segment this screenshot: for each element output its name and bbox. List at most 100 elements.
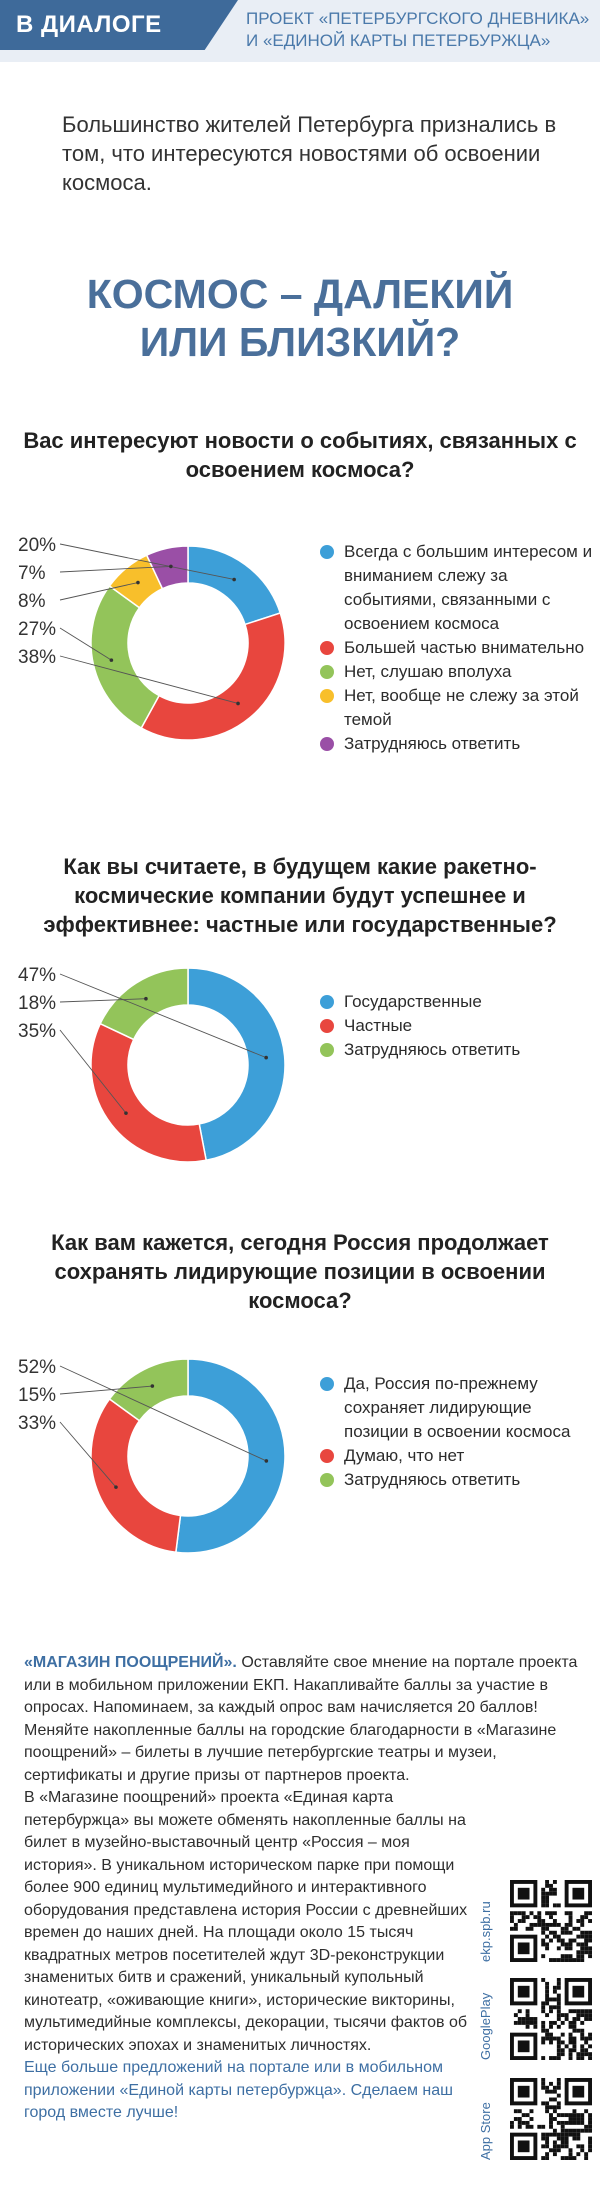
leader-dot-2 [109,658,114,662]
slice-1 [140,612,286,741]
legend-swatch-0 [320,545,334,559]
slice-0 [187,967,286,1162]
legend-3: Да, Россия по-прежнему сохраняет лидирую… [318,1372,598,1492]
legend-label-1: Думаю, что нет [344,1446,465,1465]
title-line-2: ИЛИ БЛИЗКИЙ? [139,319,461,365]
footer-text: «МАГАЗИН ПООЩРЕНИЙ». Оставляйте свое мне… [24,1652,596,2125]
qr-code-googleplay-icon[interactable] [510,1978,592,2060]
leader-line-0 [59,1365,267,1462]
legend-label-2: Затрудняюсь ответить [344,1470,521,1489]
leader-line-0 [59,973,267,1059]
leader-line-2 [59,627,112,661]
legend-label-1: Большей частью внимательно [344,638,585,657]
title-line-1: КОСМОС – ДАЛЕКИЙ [86,271,514,317]
page-title: КОСМОС – ДАЛЕКИЙ ИЛИ БЛИЗКИЙ? [0,270,600,366]
leader-line-4 [59,565,171,573]
project-line-1: ПРОЕКТ «ПЕТЕРБУРГСКОГО ДНЕВНИКА» [246,9,590,28]
slice-2 [108,1358,189,1422]
footer-p2: В «Магазине поощрений» проекта «Единая к… [24,1789,468,2054]
donut-chart-1: 20% 7% 8% 27% 38% [18,535,286,741]
percent-label-0: 47% [18,965,56,986]
leader-line-3 [59,582,139,601]
percent-label-1: 35% [18,1021,56,1042]
slice-2 [90,584,161,730]
percent-label-3: 8% [18,591,46,612]
legend-label-4: Затрудняюсь ответить [344,734,521,753]
leader-line-2 [59,998,146,1003]
leader-dot-2 [150,1384,155,1388]
badge-label: В ДИАЛОГЕ [16,11,162,38]
project-line-2: И «ЕДИНОЙ КАРТЫ ПЕТЕРБУРЖЦА» [246,31,551,50]
donut-chart-3: 52% 15% 33% [18,1357,286,1554]
percent-label-0: 52% [18,1357,56,1378]
legend-swatch-1 [320,641,334,655]
leader-dot-0 [264,1055,268,1060]
slice-2 [99,967,189,1041]
legend-swatch-2 [320,665,334,679]
legend-item-0: Всегда с большим интересом и вниманием с… [318,540,598,636]
legend-label-2: Нет, слушаю вполуха [344,662,512,681]
percent-label-2: 27% [18,619,56,640]
legend-item-0: Государственные [318,990,598,1014]
section-badge: В ДИАЛОГЕ [0,0,238,50]
legend-item-2: Затрудняюсь ответить [318,1038,598,1062]
leader-line-0 [59,543,235,580]
legend-item-4: Затрудняюсь ответить [318,732,598,756]
donut-chart-2: 47% 18% 35% [18,965,286,1163]
legend-swatch-1 [320,1449,334,1463]
legend-1: Всегда с большим интересом и вниманием с… [318,540,598,756]
leader-dot-1 [114,1485,118,1489]
footer-p3: Еще больше предложений на портале или в … [24,2059,453,2121]
percent-label-1: 38% [18,647,56,668]
leader-dot-1 [124,1111,128,1115]
percent-label-4: 7% [18,563,46,584]
legend-2: Государственные Частные Затрудняюсь ответи… [318,990,598,1062]
question-1: Вас интересуют новости о событиях, связа… [23,428,577,482]
footer-p1: Оставляйте свое мнение на портале проект… [24,1654,578,1784]
legend-label-0: Государственные [344,992,482,1011]
legend-item-2: Нет, слушаю вполуха [318,660,598,684]
slice-1 [90,1022,208,1163]
leader-dot-2 [144,996,148,1001]
leader-line-2 [59,1385,153,1395]
legend-item-1: Частные [318,1014,598,1038]
qr-label-site: ekp.spb.ru [478,1901,493,1962]
slice-0 [187,545,282,626]
qr-label-googleplay: GooglePlay [478,1992,493,2060]
slice-4 [145,545,189,590]
project-caption: ПРОЕКТ «ПЕТЕРБУРГСКОГО ДНЕВНИКА» И «ЕДИН… [246,8,596,52]
leader-dot-0 [264,1459,269,1463]
legend-label-2: Затрудняюсь ответить [344,1040,521,1059]
legend-swatch-4 [320,737,334,751]
header: В ДИАЛОГЕ ПРОЕКТ «ПЕТЕРБУРГСКОГО ДНЕВНИК… [0,0,600,62]
percent-label-2: 18% [18,993,56,1014]
leader-dot-3 [136,580,140,585]
leader-line-1 [59,655,239,704]
legend-swatch-1 [320,1019,334,1033]
legend-label-3: Нет, вообще не слежу за этой темой [344,686,579,729]
qr-code-site-icon[interactable] [510,1880,592,1962]
legend-swatch-2 [320,1473,334,1487]
intro-text: Большинство жителей Петербурга призналис… [62,112,557,195]
percent-label-0: 20% [18,535,56,556]
legend-swatch-3 [320,689,334,703]
legend-swatch-0 [320,995,334,1009]
leader-dot-1 [236,701,240,706]
leader-line-1 [59,1029,127,1114]
legend-item-3: Нет, вообще не слежу за этой темой [318,684,598,732]
qr-label-appstore: App Store [478,2102,493,2160]
percent-label-1: 33% [18,1413,56,1434]
legend-swatch-2 [320,1043,334,1057]
legend-item-1: Думаю, что нет [318,1444,598,1468]
legend-swatch-0 [320,1377,334,1391]
slice-0 [175,1358,286,1554]
question-2: Как вы считаете, в будущем какие ракетно… [43,854,557,937]
percent-label-2: 15% [18,1385,56,1406]
legend-label-0: Да, Россия по-прежнему сохраняет лидирую… [344,1374,571,1441]
question-3: Как вам кажется, сегодня Россия продолжа… [51,1230,549,1313]
leader-dot-0 [232,577,236,582]
legend-item-0: Да, Россия по-прежнему сохраняет лидирую… [318,1372,598,1444]
qr-code-appstore-icon[interactable] [510,2078,592,2160]
leader-line-1 [59,1421,117,1488]
leader-dot-4 [169,564,173,569]
